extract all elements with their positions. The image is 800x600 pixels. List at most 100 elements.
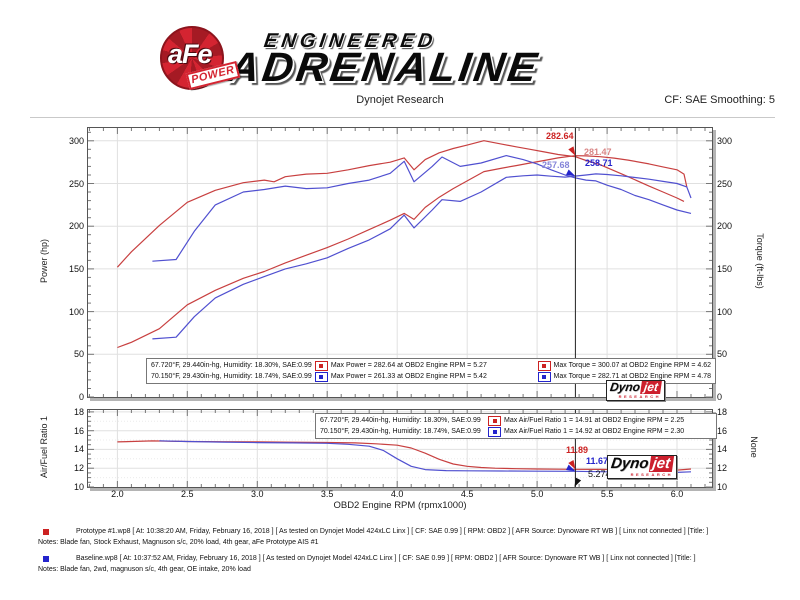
power-torque-canvas [88, 128, 712, 398]
main-ytick-right: 200 [717, 221, 733, 232]
main-ytick-left: 50 [73, 349, 84, 360]
header-divider [30, 117, 775, 118]
curve-prototype-1-power-hp- [117, 155, 688, 349]
main-ytick-left: 0 [78, 392, 84, 402]
run2-marker-icon [314, 371, 328, 382]
main-ytick-right: 150 [717, 263, 733, 274]
afr-legend: 67.720°F, 29.440in-hg, Humidity: 18.30%,… [315, 413, 717, 439]
run1-conditions: 67.720°F, 29.440in-hg, Humidity: 18.30%,… [151, 362, 312, 369]
xtick-label: 6.0 [670, 489, 684, 499]
xtick-label: 3.0 [251, 489, 264, 499]
run1-marker-icon [314, 360, 328, 371]
run1-notes: Notes: Blade fan, Stock Exhaust, Magnuso… [38, 539, 319, 546]
run1-max-torque: Max Torque = 300.07 at OBD2 Engine RPM =… [553, 362, 711, 369]
power-torque-legend: 67.720°F, 29.440in-hg, Humidity: 18.30%,… [146, 358, 716, 384]
footnote-run2: Baseline.wp8 [ At: 10:37:52 AM, Friday, … [30, 553, 792, 575]
xtick-label: 4.5 [460, 489, 474, 499]
cursor-value-max-power-red: 282.64 [546, 131, 574, 141]
run2-conditions: 70.150°F, 29.430in-hg, Humidity: 18.74%,… [320, 428, 481, 435]
run1-marker-icon [537, 360, 551, 371]
afe-logo-text: aFe [168, 39, 213, 69]
cursor-value-power-blue: 257.68 [542, 160, 570, 170]
cursor-value-afr-blue: 11.67 [586, 456, 609, 466]
xtick-label: 4.0 [390, 489, 404, 499]
report-source-title: Dynojet Research [356, 94, 444, 106]
dynojet-wordmark: Dyno jet [610, 455, 675, 472]
afr-ytick-left: 12 [73, 463, 84, 474]
cursor-arrow-icon [565, 169, 576, 177]
run1-max-power: Max Power = 282.64 at OBD2 Engine RPM = … [330, 362, 487, 369]
run2-marker-icon [488, 426, 501, 437]
run1-file-info: Prototype #1.wp8 [ At: 10:38:20 AM, Frid… [76, 528, 709, 535]
cursor-value-torque-red: 281.47 [584, 147, 612, 157]
run2-marker-icon [43, 556, 49, 562]
xtick-label: 2.0 [111, 489, 124, 499]
cursor-value-afr-red: 11.89 [566, 445, 589, 455]
main-ytick-left: 200 [68, 221, 84, 232]
cursor-arrow-icon [574, 477, 582, 487]
main-yaxis-right-title: Torque (ft-lbs) [755, 233, 765, 289]
correction-factor-label: CF: SAE Smoothing: 5 [664, 94, 775, 106]
dynojet-logo: Dyno jet RESEARCH [607, 455, 678, 479]
afr-yaxis-left-title: Air/Fuel Ratio 1 [39, 415, 49, 479]
legend-row-run1: 67.720°F, 29.440in-hg, Humidity: 18.30%,… [151, 360, 711, 371]
cursor-rpm-value: 5.274 [588, 469, 611, 479]
afr-ytick-left: 14 [73, 444, 84, 455]
curve-prototype-1-torque-ft-lbs- [116, 140, 685, 268]
afe-power-logo: aFe POWER [160, 26, 256, 91]
cursor-arrow-icon [568, 460, 576, 470]
afr-ytick-left: 10 [73, 482, 84, 492]
afr-ytick-right: 12 [717, 463, 728, 474]
afr-ytick-right: 10 [717, 482, 728, 492]
afr-ytick-left: 18 [73, 406, 84, 417]
afr-ytick-right: 18 [717, 406, 728, 417]
curve-baseline-power-hp- [152, 173, 692, 340]
curve-baseline-torque-ft-lbs- [152, 155, 692, 262]
xtick-label: 5.0 [530, 489, 544, 499]
cursor-arrow-icon [565, 464, 576, 472]
afr-legend-row-run1: 67.720°F, 29.440in-hg, Humidity: 18.30%,… [320, 415, 712, 426]
main-ytick-left: 300 [68, 135, 84, 146]
run1-marker-icon [488, 415, 501, 426]
run2-max-afr: Max Air/Fuel Ratio 1 = 14.92 at OBD2 Eng… [504, 428, 685, 435]
run2-max-torque: Max Torque = 282.71 at OBD2 Engine RPM =… [553, 373, 711, 380]
cursor-arrow-icon [568, 146, 576, 156]
power-torque-chart [87, 127, 713, 398]
main-ytick-left: 250 [68, 178, 84, 189]
run2-file-info: Baseline.wp8 [ At: 10:37:52 AM, Friday, … [76, 555, 696, 562]
main-ytick-right: 0 [717, 392, 723, 402]
run1-marker-icon [43, 529, 49, 535]
footnote-run1: Prototype #1.wp8 [ At: 10:38:20 AM, Frid… [30, 526, 792, 548]
afr-yaxis-right-title: None [749, 436, 759, 458]
main-ytick-right: 300 [717, 135, 733, 146]
run1-conditions: 67.720°F, 29.440in-hg, Humidity: 18.30%,… [320, 417, 481, 424]
afr-legend-row-run2: 70.150°F, 29.430in-hg, Humidity: 18.74%,… [320, 426, 712, 437]
legend-row-run2: 70.150°F, 29.430in-hg, Humidity: 18.74%,… [151, 371, 711, 382]
brand-title-adrenaline: ADRENALINE [225, 44, 543, 90]
dynojet-wordmark: Dyno jet [609, 380, 662, 394]
run2-notes: Notes: Blade fan, 2wd, magnuson s/c, 4th… [38, 566, 251, 573]
run-footnotes: Prototype #1.wp8 [ At: 10:38:20 AM, Frid… [30, 526, 792, 580]
cursor-value-torque-blue: 258.71 [585, 158, 613, 168]
main-ytick-right: 100 [717, 306, 733, 317]
xtick-label: 2.5 [181, 489, 194, 499]
main-ytick-right: 250 [717, 178, 733, 189]
afr-ytick-right: 16 [717, 425, 728, 436]
run1-max-afr: Max Air/Fuel Ratio 1 = 14.91 at OBD2 Eng… [504, 417, 685, 424]
main-ytick-right: 50 [717, 349, 728, 360]
run2-max-power: Max Power = 261.33 at OBD2 Engine RPM = … [330, 373, 487, 380]
main-ytick-left: 150 [68, 263, 84, 274]
main-yaxis-left-title: Power (hp) [39, 239, 49, 284]
afr-ytick-right: 14 [717, 444, 728, 455]
run2-conditions: 70.150°F, 29.430in-hg, Humidity: 18.74%,… [151, 373, 312, 380]
xaxis-title: OBD2 Engine RPM (rpmx1000) [333, 500, 467, 511]
dynojet-logo: Dyno jet RESEARCH [606, 380, 666, 401]
afr-ytick-left: 16 [73, 425, 84, 436]
curve-prototype-1-air-fuel-ratio-1 [117, 440, 692, 471]
xtick-label: 3.5 [320, 489, 334, 499]
run2-marker-icon [537, 371, 551, 382]
curve-baseline-air-fuel-ratio-1 [159, 440, 692, 474]
main-ytick-left: 100 [68, 306, 84, 317]
xtick-label: 5.5 [600, 489, 614, 499]
